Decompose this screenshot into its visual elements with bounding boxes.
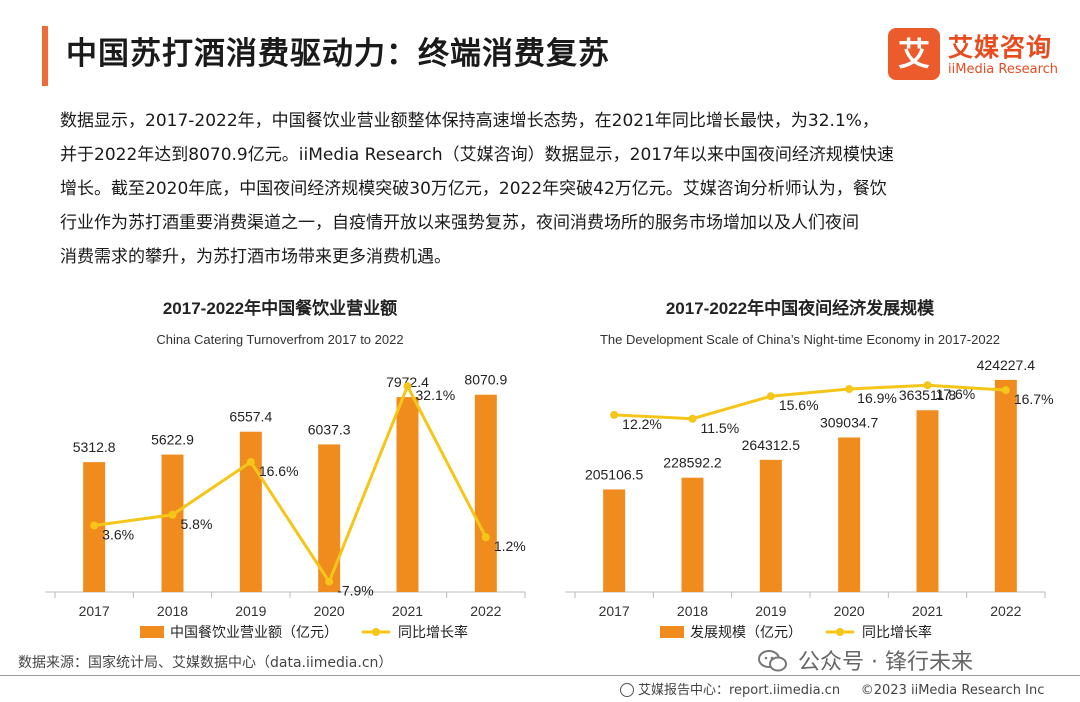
legend-line-label: 同比增长率	[862, 624, 932, 640]
legend-bar-swatch	[660, 626, 684, 638]
bar	[916, 410, 939, 592]
chart-title: 2017-2022年中国餐饮业营业额	[163, 298, 397, 318]
bar-value-label: 363511.8	[899, 387, 957, 403]
growth-point	[845, 385, 854, 394]
logo-name-cn: 艾媒咨询	[948, 33, 1053, 62]
footer: 艾媒报告中心：report.iimedia.cn ©2023 iiMedia R…	[620, 679, 1044, 698]
growth-line	[93, 382, 488, 585]
growth-point	[766, 392, 775, 401]
night-economy-chart: 2017-2022年中国夜间经济发展规模 The Development Scal…	[540, 292, 1060, 657]
catering-chart-svg: 2017-2022年中国餐饮业营业额 China Catering Turnove…	[45, 298, 526, 640]
growth-point	[246, 457, 255, 466]
bar-value-label: 8070.9	[464, 372, 507, 388]
title-accent-bar	[42, 26, 48, 86]
bar-value-label: 5622.9	[151, 432, 194, 448]
growth-value-label: 12.2%	[622, 416, 662, 432]
watermark-text: 公众号 · 锋行未来	[798, 650, 973, 675]
growth-value-label: 16.9%	[857, 390, 897, 406]
x-tick-label: 2019	[235, 603, 266, 619]
x-tick-label: 2021	[392, 603, 423, 619]
x-tick-label: 2018	[157, 603, 188, 619]
legend-line-marker	[836, 628, 844, 636]
bar	[681, 477, 704, 592]
growth-value-label: 1.2%	[494, 538, 526, 554]
bar-value-label: 228592.2	[663, 455, 722, 471]
growth-value-label: -7.9%	[337, 583, 374, 599]
growth-point	[403, 382, 412, 391]
growth-value-label: 16.6%	[259, 463, 299, 479]
growth-value-label: 17.6%	[936, 386, 976, 402]
growth-point	[688, 414, 697, 423]
bar-value-label: 424227.4	[977, 357, 1036, 373]
growth-value-label: 5.8%	[181, 516, 213, 532]
bar-value-label: 5312.8	[73, 439, 116, 455]
bar	[838, 437, 861, 592]
bar-value-label: 309034.7	[820, 414, 879, 430]
paragraph-line: 行业作为苏打酒重要消费渠道之一，自疫情开放以来强势复苏，夜间消费场所的服务市场增…	[60, 213, 859, 233]
chart-title: 2017-2022年中国夜间经济发展规模	[666, 298, 935, 318]
growth-point	[325, 577, 334, 586]
wechat-icon	[758, 650, 787, 672]
bar	[396, 397, 419, 592]
growth-point	[923, 381, 932, 390]
x-tick-label: 2020	[834, 603, 865, 619]
bar-value-label: 7972.4	[386, 374, 429, 390]
night-economy-chart-svg: 2017-2022年中国夜间经济发展规模 The Development Scal…	[565, 298, 1054, 640]
growth-value-label: 16.7%	[1014, 391, 1054, 407]
legend-bar-label: 发展规模（亿元）	[690, 624, 802, 640]
bar	[994, 379, 1017, 592]
footer-divider	[0, 675, 1080, 676]
bar-value-label: 6037.3	[308, 421, 351, 437]
bar	[239, 431, 262, 592]
chart-subtitle: The Development Scale of China’s Night-t…	[600, 332, 1000, 347]
legend-bar-label: 中国餐饮业营业额（亿元）	[170, 624, 338, 640]
growth-line	[614, 383, 1006, 421]
iimedia-logo: 艾 艾媒咨询 iiMedia Research	[888, 28, 1060, 82]
bar-value-label: 264312.5	[742, 437, 801, 453]
legend-bar-swatch	[140, 626, 164, 638]
paragraph-line: 增长。截至2020年底，中国夜间经济规模突破30万亿元，2022年突破42万亿元…	[60, 179, 887, 199]
page-title: 中国苏打酒消费驱动力：终端消费复苏	[66, 36, 610, 72]
bar	[759, 459, 782, 592]
x-tick-label: 2020	[314, 603, 345, 619]
x-tick-label: 2022	[990, 603, 1021, 619]
data-source-note: 数据来源：国家统计局、艾媒数据中心（data.iimedia.cn）	[18, 655, 393, 671]
x-tick-label: 2022	[470, 603, 501, 619]
logo-name-en: iiMedia Research	[948, 62, 1059, 77]
logo-mark-icon: 艾	[888, 28, 940, 80]
growth-value-label: 11.5%	[701, 420, 740, 436]
paragraph-line: 消费需求的攀升，为苏打酒市场带来更多消费机遇。	[60, 247, 451, 267]
footer-copyright: ©2023 iiMedia Research Inc	[860, 683, 1045, 698]
legend-line-marker	[372, 628, 380, 636]
bar-value-label: 6557.4	[229, 409, 272, 425]
x-tick-label: 2021	[912, 603, 943, 619]
legend-line-label: 同比增长率	[398, 624, 468, 640]
bar-value-label: 205106.5	[585, 466, 644, 482]
growth-point	[168, 510, 177, 519]
growth-value-label: 3.6%	[102, 527, 134, 543]
chart-subtitle: China Catering Turnoverfrom 2017 to 2022	[156, 332, 403, 347]
bar	[161, 454, 184, 592]
catering-turnover-chart: 2017-2022年中国餐饮业营业额 China Catering Turnove…	[20, 292, 540, 657]
x-tick-label: 2017	[599, 603, 630, 619]
footer-report: 艾媒报告中心：report.iimedia.cn	[638, 683, 841, 698]
growth-point	[610, 410, 619, 419]
paragraph-line: 并于2022年达到8070.9亿元。iiMedia Research（艾媒咨询）…	[60, 145, 894, 165]
paragraph-line: 数据显示，2017-2022年，中国餐饮业营业额整体保持高速增长态势，在2021…	[60, 111, 879, 131]
bar	[318, 444, 341, 592]
growth-point	[90, 521, 99, 530]
growth-point	[481, 533, 490, 542]
x-tick-label: 2019	[755, 603, 786, 619]
growth-value-label: 15.6%	[779, 397, 819, 413]
globe-icon	[620, 683, 634, 697]
intro-paragraph: 数据显示，2017-2022年，中国餐饮业营业额整体保持高速增长态势，在2021…	[60, 104, 1040, 274]
x-tick-label: 2017	[79, 603, 110, 619]
growth-value-label: 32.1%	[416, 387, 456, 403]
x-tick-label: 2018	[677, 603, 708, 619]
bar	[603, 489, 626, 592]
bar	[474, 394, 497, 592]
watermark: 公众号 · 锋行未来	[758, 644, 973, 676]
growth-point	[1001, 386, 1010, 395]
